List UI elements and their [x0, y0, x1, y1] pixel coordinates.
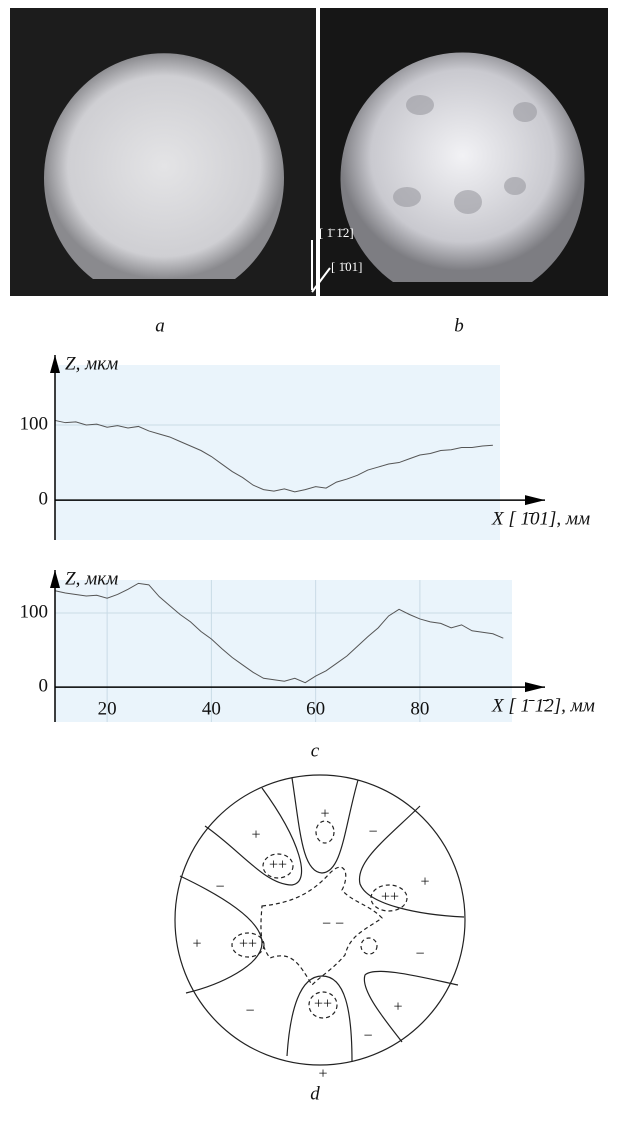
x-tick-label: 80: [410, 698, 429, 719]
diagram-label: −: [245, 1003, 254, 1020]
diagram-label: − −: [322, 916, 344, 933]
diagram-label: ++: [269, 857, 287, 874]
diagram-label: +: [393, 999, 402, 1016]
x-tick-label: 20: [98, 698, 117, 719]
y-axis-label: Z, мкм: [65, 568, 118, 589]
diagram-label: −: [363, 1028, 372, 1045]
diagram-label: −: [415, 946, 424, 963]
diagram-label: −: [368, 824, 377, 841]
diagram-label: −: [215, 879, 224, 896]
diagram-label: ++: [381, 889, 399, 906]
plot-background: [55, 365, 500, 540]
y-tick-label: 0: [39, 676, 49, 697]
diagram-label: +: [420, 874, 429, 891]
diagram-label: ++: [239, 936, 257, 953]
x-axis-label: X [ 1̄01], мм: [491, 509, 590, 530]
plot-background: [55, 580, 512, 722]
y-tick-label: 0: [39, 489, 49, 510]
direction-label: [ 1̄01]: [331, 259, 362, 274]
caption: c: [311, 740, 320, 761]
caption: d: [310, 1083, 320, 1104]
y-axis-label: Z, мкм: [65, 353, 118, 374]
photo-a: [10, 8, 316, 296]
diagram-label: ++: [314, 996, 332, 1013]
photo-b: [ 1̄ 1̄2] [ 1̄01]: [311, 8, 608, 296]
diagram-label: +: [318, 1066, 327, 1083]
x-axis-arrow: [525, 495, 545, 506]
caption: a: [155, 315, 165, 336]
y-axis-arrow: [50, 570, 60, 588]
data-line: [54, 419, 493, 493]
x-axis-arrow: [525, 682, 545, 693]
x-tick-label: 40: [202, 698, 221, 719]
diagram-label: +: [251, 827, 260, 844]
x-axis-label: X [ 1̄ 1̄2], мм: [491, 696, 595, 717]
y-axis-arrow: [50, 355, 60, 373]
data-line: [54, 582, 504, 684]
y-tick-label: 100: [20, 413, 49, 434]
diagram-label: +: [192, 936, 201, 953]
direction-label: [ 1̄ 1̄2]: [319, 225, 354, 240]
y-tick-label: 100: [20, 601, 49, 622]
caption: b: [454, 315, 464, 336]
diagram-label: +: [320, 806, 329, 823]
diagram: +−++++++−− −+++−− ++ +−+: [174, 774, 466, 1083]
x-tick-label: 60: [306, 698, 325, 719]
